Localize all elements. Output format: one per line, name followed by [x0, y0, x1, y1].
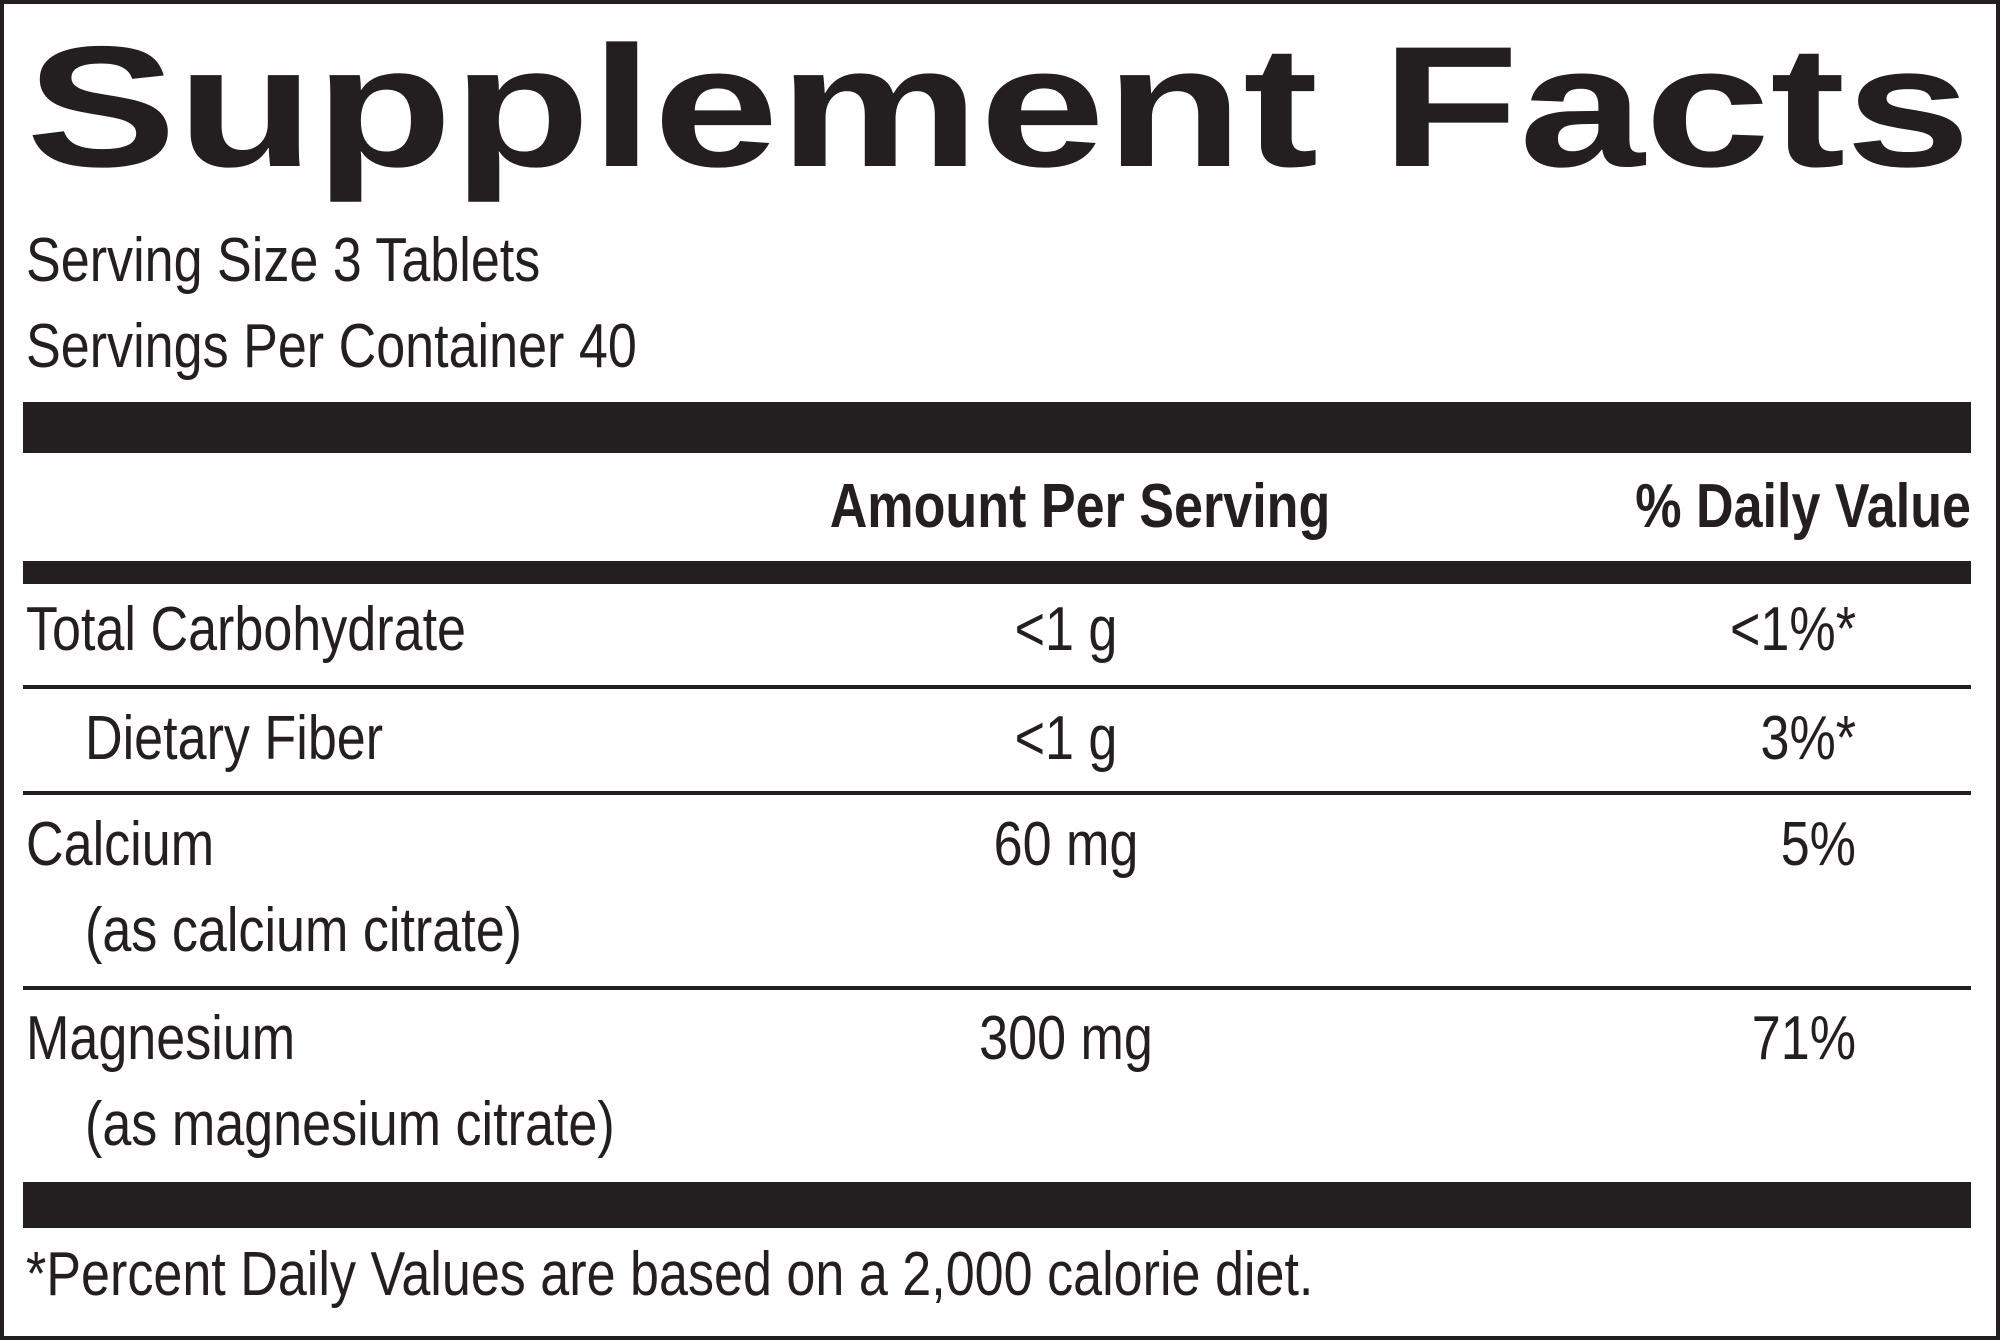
daily-value: 5%	[1781, 810, 1856, 879]
nutrient-detail: (as magnesium citrate)	[85, 1090, 615, 1159]
serving-size: Serving Size 3 Tablets	[26, 226, 540, 295]
amount-header: Amount Per Serving	[830, 472, 1331, 541]
thick-rule	[23, 1182, 1971, 1228]
amount: <1 g	[1015, 595, 1118, 664]
nutrient-name: Total Carbohydrate	[26, 595, 466, 664]
nutrient-detail: (as calcium citrate)	[85, 896, 522, 965]
amount: 300 mg	[979, 1004, 1153, 1073]
daily-value-header: % Daily Value	[1635, 472, 1971, 541]
nutrient-rows: Total Carbohydrate <1 g <1%* Dietary Fiber <…	[23, 595, 1971, 1159]
thin-rule	[23, 685, 1971, 689]
amount: <1 g	[1015, 704, 1118, 773]
thin-rule	[23, 791, 1971, 795]
daily-value: 71%	[1752, 1004, 1856, 1073]
daily-value: 3%*	[1761, 704, 1857, 773]
thin-rule	[23, 986, 1971, 990]
amount: 60 mg	[994, 810, 1139, 879]
thick-rule	[23, 402, 1971, 453]
daily-value: <1%*	[1730, 595, 1856, 664]
footnote: *Percent Daily Values are based on a 2,0…	[26, 1240, 1313, 1309]
medium-rule	[23, 561, 1971, 584]
nutrient-name: Dietary Fiber	[85, 704, 383, 773]
nutrient-name: Magnesium	[26, 1004, 295, 1073]
nutrient-name: Calcium	[26, 810, 214, 879]
title: Supplement Facts	[26, 11, 1971, 203]
servings-per-container: Servings Per Container 40	[26, 312, 637, 381]
